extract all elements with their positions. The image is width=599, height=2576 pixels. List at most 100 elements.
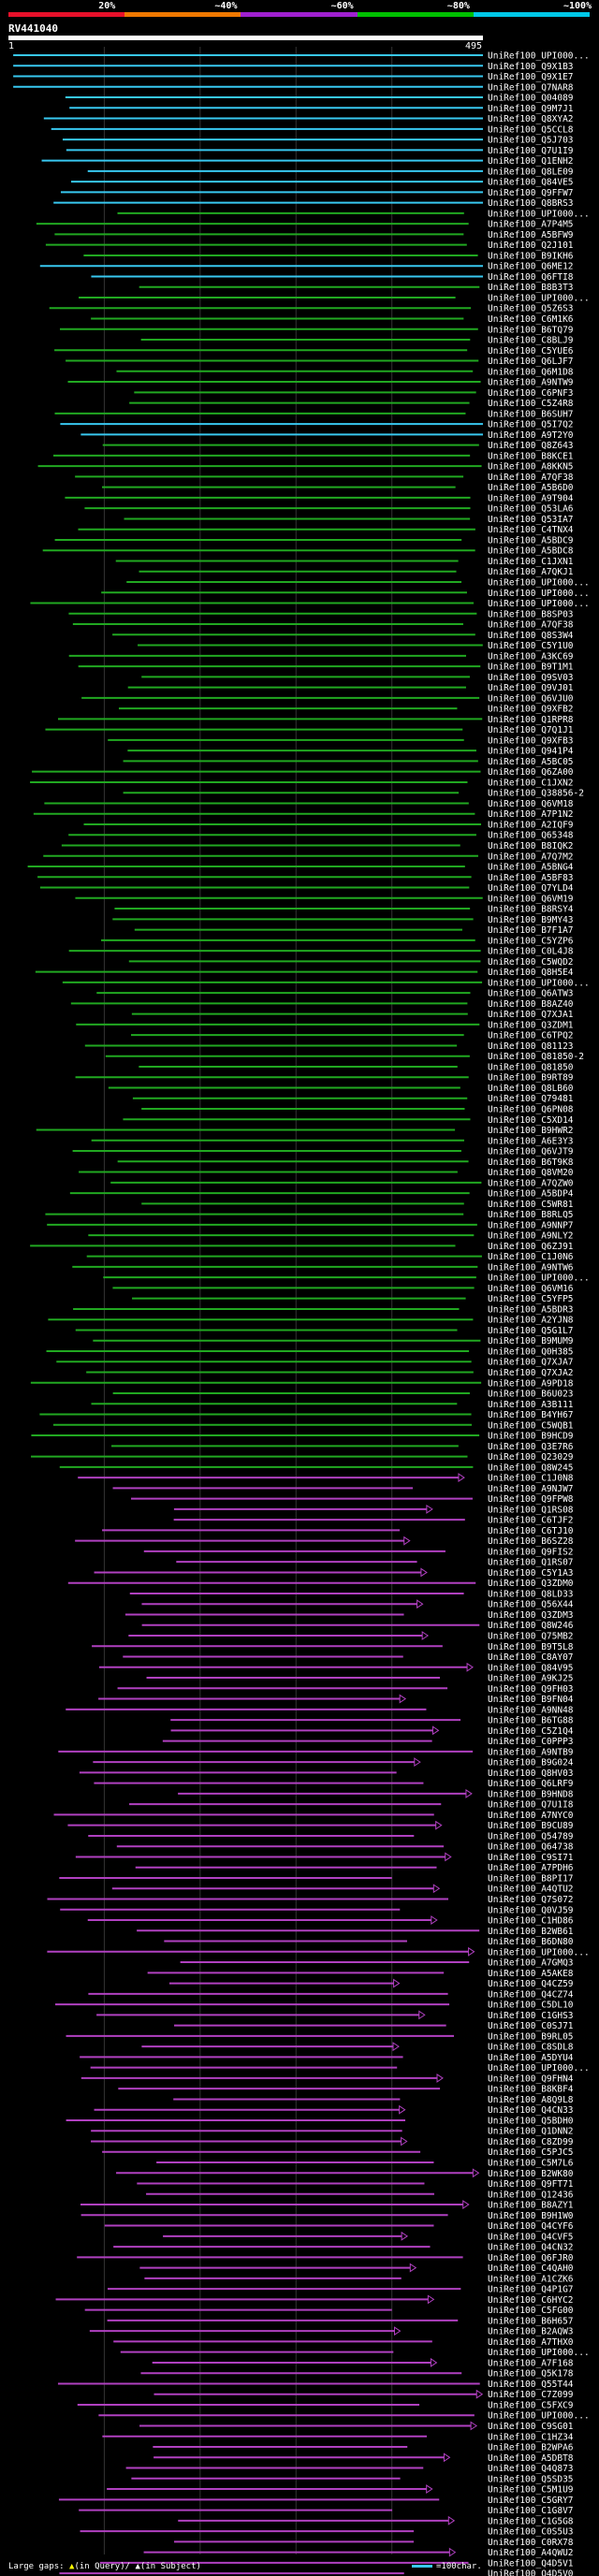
hit-label: UniRef100_B9IKH6 (488, 251, 574, 261)
hit-label: UniRef100_B8PI17 (488, 1873, 574, 1884)
hit-label: UniRef100_C8BLJ9 (488, 336, 574, 346)
hit-label: UniRef100_Q6ZA00 (488, 767, 574, 778)
hit-label: UniRef100_UPI000... (488, 1273, 590, 1284)
hit-label: UniRef100_Q7Q1J1 (488, 725, 574, 735)
hit-label: UniRef100_Q2J101 (488, 240, 574, 251)
legend-label: ~100% (563, 1, 592, 11)
legend-segment (241, 12, 358, 17)
hit-label: UniRef100_Q79481 (488, 1094, 574, 1104)
hit-label: UniRef100_Q3E7R6 (488, 1442, 574, 1452)
hit-label: UniRef100_C5FG00 (488, 2306, 574, 2316)
hit-label: UniRef100_Q4CN32 (488, 2243, 574, 2253)
hit-label: UniRef100_UPI000... (488, 2348, 590, 2358)
hit-label: UniRef100_A7QZW0 (488, 1178, 574, 1188)
hit-label: UniRef100_C1HD86 (488, 1916, 574, 1927)
hit-label: UniRef100_A9NNP7 (488, 1220, 574, 1230)
hit-label: UniRef100_B9FN04 (488, 1695, 574, 1705)
hit-label: UniRef100_Q5G1L7 (488, 1326, 574, 1336)
hit-label: UniRef100_Q5SD35 (488, 2474, 574, 2484)
hit-label: UniRef100_Q9FIS2 (488, 1547, 574, 1557)
hit-label: UniRef100_Q55T44 (488, 2380, 574, 2390)
hit-label: UniRef100_Q84VE5 (488, 178, 574, 188)
hit-label: UniRef100_Q0VJ59 (488, 1905, 574, 1915)
legend-segment (357, 12, 474, 17)
hit-label: UniRef100_B2WPA6 (488, 2443, 574, 2453)
hit-label: UniRef100_C6TJF2 (488, 1516, 574, 1526)
hit-label: UniRef100_Q3ZDM3 (488, 1610, 574, 1621)
hit-label: UniRef100_Q81850-2 (488, 1052, 584, 1062)
hit-label: UniRef100_A5AKE8 (488, 1969, 574, 1979)
hit-label: UniRef100_B8KCE1 (488, 451, 574, 461)
hit-label: UniRef100_Q8LD33 (488, 1589, 574, 1599)
extension-arrow (472, 2168, 480, 2178)
hit-label: UniRef100_C5GRY7 (488, 2496, 574, 2506)
legend-label: ~80% (446, 1, 470, 11)
extension-arrow (431, 1915, 438, 1925)
hit-label: UniRef100_Q9FHN4 (488, 2074, 574, 2084)
hit-label: UniRef100_Q8S3W4 (488, 631, 574, 641)
hit-label: UniRef100_A5B6D0 (488, 483, 574, 493)
hit-label: UniRef100_Q5CCL8 (488, 124, 574, 135)
extension-arrow (432, 1884, 441, 1894)
hit-label: UniRef100_Q84V95 (488, 1663, 574, 1673)
hit-label: UniRef100_B6DN80 (488, 1937, 574, 1947)
hit-label: UniRef100_Q7NAR8 (488, 82, 574, 93)
hit-label: UniRef100_C1GHS3 (488, 2011, 574, 2021)
hit-label: UniRef100_C6HYC2 (488, 2295, 574, 2306)
hit-label: UniRef100_Q7XJA7 (488, 1358, 574, 1368)
hit-label: UniRef100_C8AY07 (488, 1652, 574, 1663)
query-id: RV441040 (8, 22, 58, 35)
extension-arrow (414, 1757, 421, 1768)
identity-legend-bar (8, 12, 590, 17)
hit-label: UniRef100_Q7XJA2 (488, 1368, 574, 1378)
hit-label: UniRef100_Q9FFW7 (488, 188, 574, 198)
hit-label: UniRef100_Q8LE09 (488, 167, 574, 177)
extension-arrow (466, 1662, 474, 1672)
hit-label: UniRef100_Q4P1G7 (488, 2285, 574, 2295)
hit-label: UniRef100_B9CU89 (488, 1821, 574, 1831)
hit-label: UniRef100_A1CZK6 (488, 2274, 574, 2284)
hit-label: UniRef100_Q6LRF9 (488, 1779, 574, 1789)
hit-label: UniRef100_C5M7L6 (488, 2159, 574, 2169)
hit-label: UniRef100_Q75MB2 (488, 1632, 574, 1642)
hit-label: UniRef100_A7F168 (488, 2358, 574, 2368)
extension-arrow (418, 2010, 426, 2020)
hit-label: UniRef100_C9SI71 (488, 1853, 574, 1863)
hit-label: UniRef100_A5DYU4 (488, 2053, 574, 2063)
hit-label: UniRef100_Q4CYF6 (488, 2221, 574, 2232)
hit-label: UniRef100_Q9M7J1 (488, 104, 574, 114)
extension-arrow (443, 2452, 451, 2463)
hit-label: UniRef100_C0RX78 (488, 2538, 574, 2548)
hit-label: UniRef100_B9MY43 (488, 915, 574, 925)
hit-label: UniRef100_C5YFP5 (488, 1294, 574, 1304)
hit-label: UniRef100_B7F1A7 (488, 925, 574, 936)
footer-legend: Large gaps: ▲(in Query)/ ▲(in Subject) (8, 2562, 201, 2571)
hit-label: UniRef100_B9H1W0 (488, 2211, 574, 2221)
hit-label: UniRef100_B2WK80 (488, 2169, 574, 2179)
footer-gaps-label: Large gaps: (8, 2562, 65, 2571)
hit-label: UniRef100_Q1DNN2 (488, 2127, 574, 2137)
footer-scale: =100char. (412, 2562, 482, 2571)
hit-label: UniRef100_UPI000... (488, 589, 590, 599)
extension-arrow (475, 2389, 484, 2399)
hit-label: UniRef100_B8IQK2 (488, 841, 574, 851)
hit-label: UniRef100_C5Z1Q4 (488, 1726, 574, 1737)
hit-label: UniRef100_C5FXC9 (488, 2400, 574, 2410)
hit-label: UniRef100_Q8VM20 (488, 1168, 574, 1178)
hit-label: UniRef100_A5BFW9 (488, 230, 574, 240)
extension-arrow (435, 1820, 443, 1830)
extension-arrow (401, 2136, 408, 2147)
hit-label: UniRef100_Q6VJT9 (488, 1147, 574, 1157)
hit-label: UniRef100_A4QWU2 (488, 2548, 574, 2558)
extension-arrow (445, 1852, 452, 1862)
hit-label: UniRef100_UPI000... (488, 51, 590, 62)
hit-label: UniRef100_A7P4M5 (488, 220, 574, 230)
extension-arrow (431, 1725, 440, 1736)
legend-label: 20% (98, 1, 116, 11)
hit-label: UniRef100_B9G024 (488, 1758, 574, 1768)
hit-label: UniRef100_C0SJ71 (488, 2021, 574, 2031)
gap-query-icon: ▲ (69, 2562, 75, 2571)
hit-label: UniRef100_C1G8V7 (488, 2506, 574, 2516)
hit-label: UniRef100_B8KBF4 (488, 2085, 574, 2095)
hit-label: UniRef100_Q9FH03 (488, 1684, 574, 1695)
